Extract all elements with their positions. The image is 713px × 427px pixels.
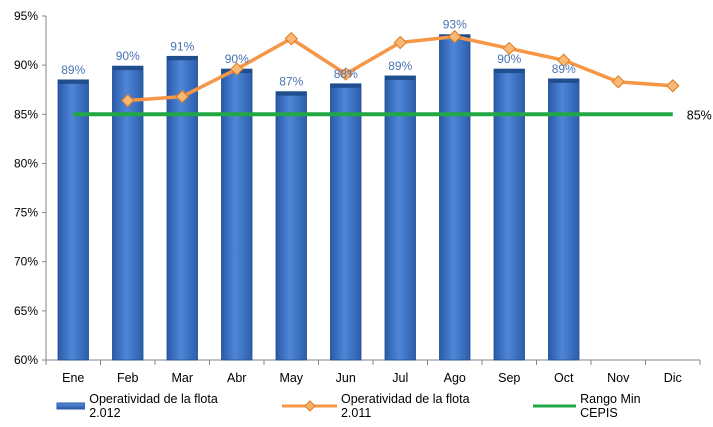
bar-data-label: 88% [334,67,358,81]
bar [275,91,307,361]
bar-data-label: 90% [116,49,140,63]
legend-swatch-cepis [533,404,577,408]
x-tick-label: Jul [392,371,408,385]
legend-item-2012: Operatividad de la flota 2.012 [56,392,248,420]
bar-top-edge [112,66,144,71]
legend-item-2011: Operatividad de la flota 2.011 [282,392,499,420]
series-point-2011 [666,79,680,93]
x-tick-label: Ago [444,371,466,385]
x-tick-label: Jun [336,371,356,385]
x-tick-label: Abr [227,371,246,385]
bar-data-label: 89% [61,63,85,77]
bar [439,34,471,361]
bar-data-label: 91% [170,39,194,53]
bar [57,79,89,361]
x-tick-label: Oct [554,371,574,385]
series-point-2011 [502,41,516,56]
y-tick-label: 85% [14,107,38,121]
bar-data-label: 87% [279,75,303,89]
bar-top-edge [57,79,89,84]
bar [221,68,253,361]
x-tick-label: Nov [607,371,630,385]
series-point-2011 [175,89,189,104]
series-point-2011 [557,53,571,67]
y-tick-label: 75% [14,206,38,220]
bar [493,68,525,361]
series-point-2011 [230,62,244,76]
bar-top-edge [330,83,362,88]
bar [112,65,144,361]
legend-label-cepis: Rango Min CEPIS [580,392,641,420]
bar [166,55,198,361]
legend-item-cepis: Rango Min CEPIS [533,392,679,420]
bar-top-edge [384,75,416,80]
bar-top-edge [493,69,525,74]
bar [384,75,416,361]
x-tick-label: Ene [62,371,84,385]
bar-top-edge [275,91,307,96]
x-tick-label: Mar [171,371,193,385]
bar-data-label: 90% [225,52,249,66]
bar-data-label: 93% [443,18,467,32]
y-tick-label: 65% [14,304,38,318]
y-tick-label: 90% [14,58,38,72]
chart-plot: 60% 65% 70% 75% 80% 85% 90% 95% Ene Feb Mar Abr May J… [14,9,712,385]
bar-data-label: 89% [552,62,576,76]
series-point-2011 [121,93,135,108]
x-tick-label: Feb [117,371,139,385]
bar [548,78,580,361]
series-point-2011 [284,31,298,46]
x-tick-label: May [279,371,303,385]
series-point-2011 [393,35,407,50]
bar-top-edge [548,78,580,83]
bar-top-edge [166,56,198,61]
series-point-2011 [611,75,625,89]
cepis-end-label: 85% [687,108,712,122]
series-point-2011 [339,67,353,81]
legend-swatch-2011 [282,400,337,412]
bar [330,83,362,361]
x-tick-label: Sep [498,371,520,385]
legend-label-2012: Operatividad de la flota 2.012 [89,392,218,420]
y-tick-label: 60% [14,353,38,367]
bar-data-label: 89% [388,59,412,73]
bar-data-label: 90% [497,52,521,66]
y-tick-label: 70% [14,255,38,269]
legend-label-2011: Operatividad de la flota 2.011 [340,392,470,420]
y-tick-label: 80% [14,156,38,170]
y-tick-label: 95% [14,9,38,23]
legend: Operatividad de la flota 2.012 Operativi… [56,392,713,420]
legend-swatch-2012 [56,402,86,410]
series-point-2011 [448,29,462,44]
x-tick-label: Dic [664,371,682,385]
